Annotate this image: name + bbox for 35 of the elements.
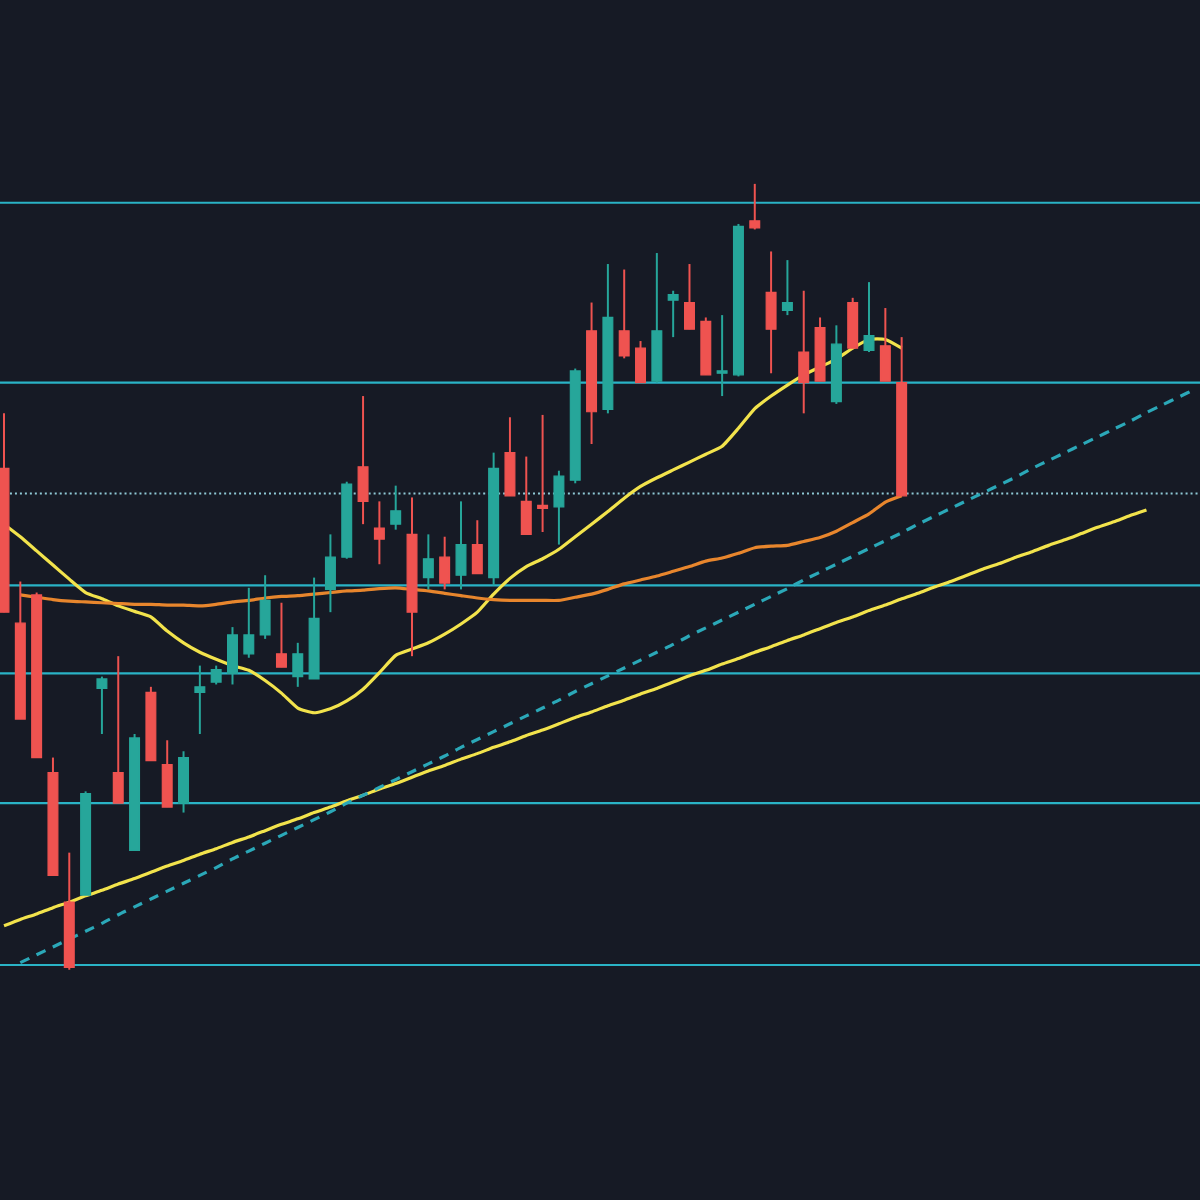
candlestick: [357, 395, 369, 526]
candlestick: [667, 289, 679, 339]
candlestick: [879, 307, 891, 383]
candlestick: [227, 626, 238, 686]
candlestick: [210, 664, 222, 686]
candlestick: [112, 655, 124, 805]
candlestick: [161, 739, 173, 809]
candlestick: [798, 289, 810, 415]
candlestick: [618, 268, 630, 360]
candlestick: [504, 416, 516, 497]
candlestick: [275, 601, 287, 669]
candlestick: [243, 586, 255, 659]
candlestick: [373, 500, 385, 566]
candlestick: [765, 250, 777, 375]
candlestick: [683, 263, 695, 331]
candlestick: [96, 675, 108, 735]
candlestick: [390, 484, 402, 531]
candlestick: [439, 535, 451, 591]
candlestick: [781, 259, 793, 317]
candlestick: [716, 314, 728, 398]
candlestick: [749, 182, 761, 231]
candlestick: [194, 664, 206, 735]
candlestick: [292, 641, 304, 688]
candlestick: [178, 750, 190, 814]
candlestick: [537, 413, 549, 534]
candlestick: [471, 519, 483, 575]
candlestick: [259, 574, 271, 640]
candlestick: [455, 500, 467, 591]
candlestick: [422, 533, 434, 591]
candlestick: [520, 455, 532, 536]
candlestick: [324, 533, 336, 614]
candlestick: [863, 281, 875, 354]
candlestick: [635, 340, 647, 384]
candlestick: [553, 469, 565, 546]
candlestick: [847, 296, 859, 350]
